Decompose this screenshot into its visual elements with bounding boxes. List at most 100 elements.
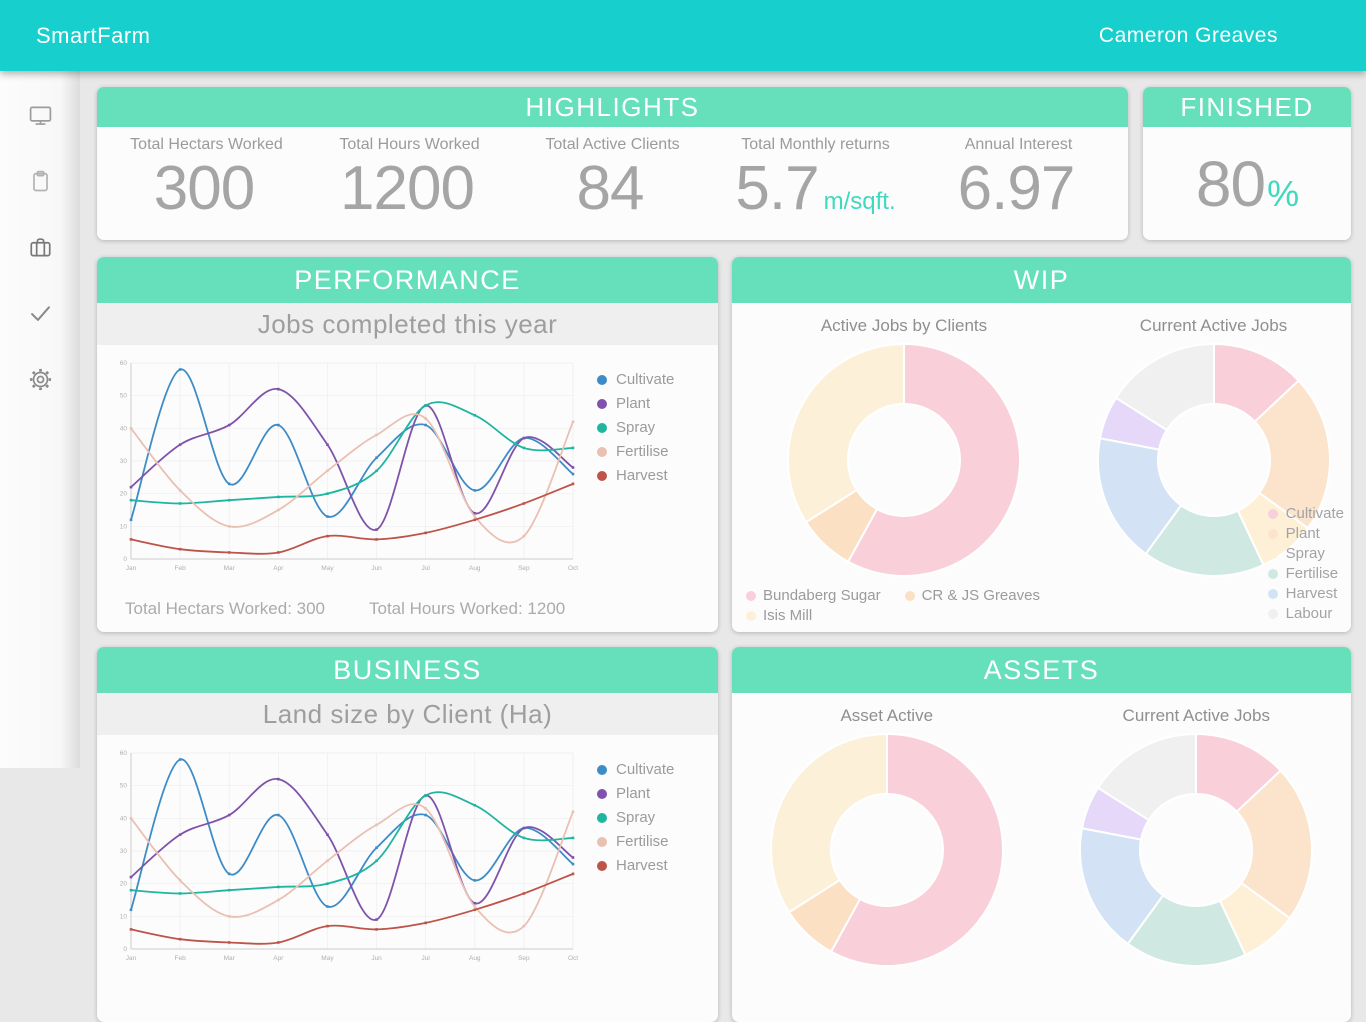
svg-text:60: 60 bbox=[120, 750, 128, 757]
wip-jobs-legend: Cultivate Plant Spray Fertilise Harvest Labou… bbox=[1267, 504, 1344, 624]
finished-panel: FINISHED 80% bbox=[1143, 87, 1351, 240]
briefcase-icon bbox=[27, 234, 54, 264]
sidebar-item-jobs[interactable] bbox=[18, 168, 62, 198]
finished-header: FINISHED bbox=[1143, 87, 1351, 127]
sidebar-item-tasks[interactable] bbox=[18, 300, 62, 330]
legend-dot-icon bbox=[597, 422, 607, 433]
performance-line-chart: 0 10 20 30 40 50 60 Jan Feb Mar Apr May Jun Jul Aug Sep… bbox=[120, 360, 578, 572]
svg-text:Oct: Oct bbox=[568, 565, 578, 572]
legend-item: Bundaberg Sugar bbox=[746, 586, 881, 606]
wip-clients-legend: Bundaberg Sugar CR & JS Greaves Isis Mill bbox=[746, 586, 1076, 626]
wip-panel: WIP Active Jobs by Clients Bundaberg Sug… bbox=[732, 257, 1351, 632]
svg-text:10: 10 bbox=[120, 523, 128, 530]
svg-text:Apr: Apr bbox=[273, 565, 284, 572]
performance-footer: Total Hectars Worked: 300 Total Hours Wo… bbox=[97, 585, 718, 619]
assets-jobs-title: Current Active Jobs bbox=[1122, 706, 1270, 725]
legend-dot-icon bbox=[597, 764, 607, 775]
legend-label: Cultivate bbox=[1285, 505, 1344, 522]
legend-dot-icon bbox=[746, 591, 756, 601]
svg-text:Aug: Aug bbox=[469, 565, 481, 572]
legend-item: Spray bbox=[597, 419, 674, 436]
highlights-header: HIGHLIGHTS bbox=[97, 87, 1128, 127]
stat-value: 84 bbox=[576, 154, 645, 223]
legend-item: CR & JS Greaves bbox=[904, 586, 1040, 606]
percent-suffix: % bbox=[1267, 172, 1299, 214]
footer-hectars: Total Hectars Worked: 300 bbox=[125, 599, 325, 618]
legend-dot-icon bbox=[597, 860, 607, 871]
svg-text:Feb: Feb bbox=[175, 565, 187, 572]
legend-item: Harvest bbox=[1267, 584, 1344, 604]
svg-text:Mar: Mar bbox=[224, 955, 236, 962]
gear-icon bbox=[27, 366, 54, 396]
legend-dot-icon bbox=[597, 374, 607, 385]
svg-text:20: 20 bbox=[120, 491, 128, 498]
legend-label: CR & JS Greaves bbox=[921, 587, 1040, 604]
sidebar-item-overview[interactable] bbox=[18, 102, 62, 132]
assets-panel: ASSETS Asset Active Current Active Jobs bbox=[732, 647, 1351, 1022]
legend-label: Harvest bbox=[616, 857, 668, 874]
svg-text:50: 50 bbox=[120, 393, 128, 400]
stat-total-hours: Total Hours Worked 1200 bbox=[308, 136, 511, 223]
legend-label: Harvest bbox=[1285, 585, 1338, 602]
stat-label: Total Active Clients bbox=[545, 136, 680, 153]
user-name[interactable]: Cameron Greaves bbox=[1098, 23, 1278, 47]
legend-item: Plant bbox=[597, 395, 674, 412]
wip-clients-title: Active Jobs by Clients bbox=[820, 316, 988, 335]
legend-label: Isis Mill bbox=[763, 607, 813, 624]
sidebar-item-business[interactable] bbox=[18, 234, 62, 264]
legend-dot-icon bbox=[1267, 549, 1278, 559]
legend-item: Isis Mill bbox=[746, 606, 812, 626]
legend-label: Labour bbox=[1285, 605, 1333, 622]
performance-legend: Cultivate Plant Spray Fertilise Harvest bbox=[597, 371, 674, 585]
svg-text:Jun: Jun bbox=[371, 565, 382, 572]
svg-text:50: 50 bbox=[120, 783, 128, 790]
svg-text:Jul: Jul bbox=[422, 565, 431, 572]
svg-text:Jul: Jul bbox=[422, 955, 431, 962]
wip-clients-donut-chart bbox=[787, 343, 1021, 577]
finished-value: 80% bbox=[1195, 147, 1299, 220]
sidebar-item-settings[interactable] bbox=[18, 366, 62, 396]
legend-label: Spray bbox=[616, 809, 656, 826]
legend-label: Spray bbox=[616, 419, 656, 436]
legend-label: Plant bbox=[1285, 525, 1320, 542]
svg-text:Jan: Jan bbox=[126, 565, 137, 572]
svg-text:Oct: Oct bbox=[568, 955, 578, 962]
svg-text:30: 30 bbox=[120, 458, 128, 465]
legend-label: Fertilise bbox=[616, 833, 669, 850]
svg-text:20: 20 bbox=[120, 881, 128, 888]
legend-label: Cultivate bbox=[616, 371, 675, 388]
monitor-icon bbox=[27, 102, 54, 132]
business-subtitle: Land size by Client (Ha) bbox=[97, 693, 718, 735]
assets-header: ASSETS bbox=[732, 647, 1351, 693]
legend-label: Plant bbox=[616, 785, 651, 802]
legend-dot-icon bbox=[597, 812, 607, 823]
app-title: SmartFarm bbox=[36, 22, 151, 48]
legend-item: Plant bbox=[1267, 524, 1344, 544]
stat-suffix: m/sqft. bbox=[823, 188, 896, 215]
legend-item: Cultivate bbox=[1267, 504, 1344, 524]
business-legend: Cultivate Plant Spray Fertilise Harvest bbox=[597, 761, 674, 975]
legend-item: Harvest bbox=[597, 467, 674, 484]
stat-label: Annual Interest bbox=[964, 136, 1073, 153]
svg-text:40: 40 bbox=[120, 425, 128, 432]
svg-text:Feb: Feb bbox=[175, 955, 187, 962]
legend-dot-icon bbox=[904, 591, 915, 601]
stat-label: Total Hectars Worked bbox=[130, 136, 283, 153]
footer-hours: Total Hours Worked: 1200 bbox=[369, 599, 566, 618]
legend-label: Fertilise bbox=[616, 443, 669, 460]
svg-text:30: 30 bbox=[120, 848, 128, 855]
stat-annual-interest: Annual Interest 6.97 bbox=[917, 136, 1120, 223]
legend-dot-icon bbox=[1267, 569, 1278, 579]
legend-dot-icon bbox=[746, 611, 756, 621]
legend-dot-icon bbox=[597, 446, 607, 457]
legend-item: Plant bbox=[597, 785, 674, 802]
legend-label: Fertilise bbox=[1285, 565, 1339, 582]
svg-text:May: May bbox=[321, 955, 334, 962]
highlights-stats: Total Hectars Worked 300 Total Hours Wor… bbox=[97, 127, 1128, 223]
stat-value: 5.7 bbox=[735, 154, 819, 223]
top-bar: SmartFarm Cameron Greaves bbox=[0, 0, 1366, 71]
svg-text:0: 0 bbox=[123, 556, 127, 563]
stat-active-clients: Total Active Clients 84 bbox=[511, 136, 714, 223]
assets-active-title: Asset Active bbox=[840, 706, 934, 725]
svg-text:60: 60 bbox=[120, 360, 128, 367]
